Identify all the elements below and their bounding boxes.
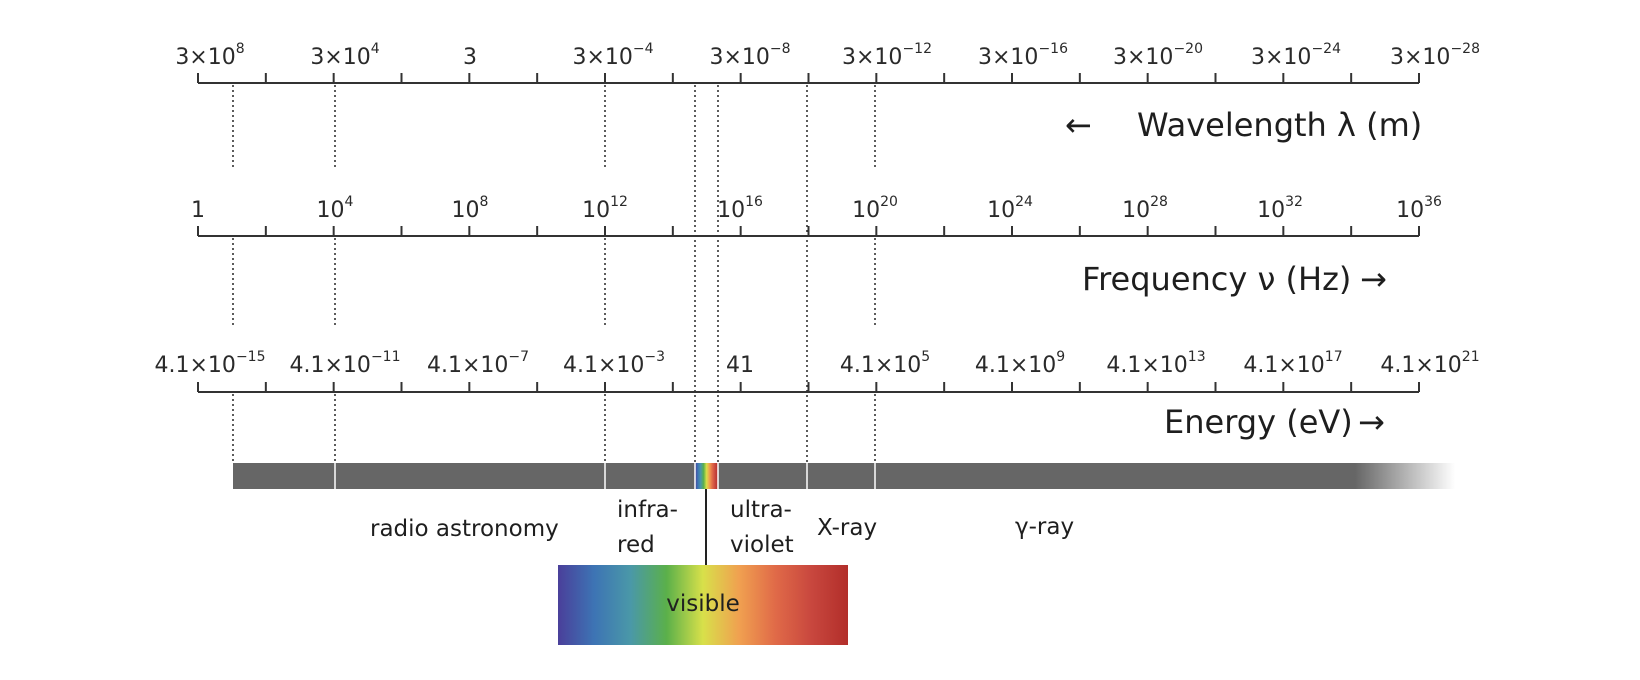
wavelength-tick-label: 3×10−28 <box>1390 41 1480 70</box>
frequency-tick-label: 1028 <box>1122 194 1168 223</box>
frequency-tick-label: 1024 <box>987 194 1033 223</box>
frequency-tick-label: 1032 <box>1257 194 1303 223</box>
wavelength-tick-labels: 3×108 3×104 3 3×10−4 3×10−8 3×10−12 3×10−16 3×1… <box>175 41 1480 70</box>
wavelength-tick-label: 3×10−12 <box>842 41 932 70</box>
ultraviolet-label-line1: ultra- <box>730 497 792 523</box>
ultraviolet-label-line2: violet <box>730 532 794 558</box>
frequency-tick-labels: 1 104 108 1012 1016 1020 1024 1028 1032 1036 <box>191 194 1442 223</box>
wavelength-tick-label: 3×10−4 <box>572 41 653 70</box>
energy-tick-labels: 4.1×10−15 4.1×10−11 4.1×10−7 4.1×10−3 41 4.1×… <box>155 349 1480 378</box>
energy-tick-label: 41 <box>726 353 754 378</box>
frequency-tick-label: 1 <box>191 198 205 223</box>
energy-arrow: → <box>1358 403 1385 441</box>
radio-astronomy-label: radio astronomy <box>370 516 559 542</box>
energy-tick-label: 4.1×109 <box>975 349 1065 378</box>
wavelength-tick-label: 3×10−20 <box>1113 41 1203 70</box>
dotted-guides <box>232 85 876 462</box>
frequency-arrow: → <box>1360 260 1387 298</box>
energy-tick-label: 4.1×1013 <box>1106 349 1205 378</box>
infrared-label-line1: infra- <box>617 497 678 523</box>
infrared-label-line2: red <box>617 532 655 558</box>
frequency-tick-label: 1036 <box>1396 194 1442 223</box>
wavelength-tick-label: 3×10−16 <box>978 41 1068 70</box>
wavelength-tick-label: 3×104 <box>310 41 379 70</box>
visible-spectrum-box <box>558 565 848 645</box>
wavelength-tick-label: 3×108 <box>175 41 244 70</box>
frequency-tick-label: 104 <box>317 194 354 223</box>
energy-tick-label: 4.1×10−15 <box>155 349 266 378</box>
wavelength-title: Wavelength λ (m) <box>1137 106 1422 144</box>
wavelength-tick-label: 3×10−24 <box>1251 41 1341 70</box>
visible-label: visible <box>666 591 740 617</box>
frequency-tick-label: 1020 <box>852 194 898 223</box>
wavelength-arrow: ← <box>1065 106 1092 144</box>
gamma-ray-label: γ-ray <box>1015 514 1074 540</box>
frequency-tick-label: 1012 <box>582 194 628 223</box>
spectrum-bar <box>233 463 1455 489</box>
tick-marks-group <box>197 73 1420 392</box>
energy-tick-label: 4.1×1021 <box>1380 349 1479 378</box>
x-ray-label: X-ray <box>817 515 877 541</box>
frequency-tick-label: 1016 <box>717 194 763 223</box>
energy-tick-label: 4.1×105 <box>840 349 930 378</box>
energy-tick-label: 4.1×10−3 <box>563 349 665 378</box>
frequency-tick-label: 108 <box>452 194 489 223</box>
energy-tick-label: 4.1×10−11 <box>290 349 401 378</box>
energy-tick-label: 4.1×10−7 <box>427 349 529 378</box>
energy-tick-label: 4.1×1017 <box>1243 349 1342 378</box>
spectrum-bar-fade <box>1355 463 1455 489</box>
wavelength-tick-label: 3×10−8 <box>709 41 790 70</box>
energy-title: Energy (eV) <box>1164 403 1353 441</box>
spectrum-bar-solid <box>233 463 1355 489</box>
spectrum-bar-visible-sliver <box>695 463 718 489</box>
frequency-title: Frequency ν (Hz) <box>1082 260 1351 298</box>
wavelength-tick-label: 3 <box>463 45 477 70</box>
